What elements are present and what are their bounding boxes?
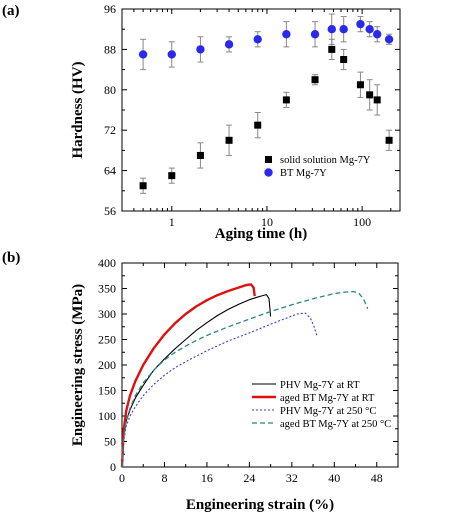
x-tick-label: 40 <box>328 471 340 485</box>
y-tick-label: 400 <box>98 256 116 270</box>
y-tick-label: 80 <box>104 83 116 97</box>
legend-marker-bt <box>264 168 273 177</box>
y-tick-label: 56 <box>104 204 116 218</box>
data-point-bt <box>253 35 262 44</box>
panel-b-legend: PHV Mg-7Y at RT aged BT Mg-7Y at RT PHV … <box>252 380 391 430</box>
x-tick-label: 24 <box>243 471 255 485</box>
data-point-bt <box>167 50 176 59</box>
panel-b-stress-strain-chart: (b) 0 8 16 24 32 40 48 0 50 100 150 200 250 300 350 400… <box>2 250 399 513</box>
data-point-bt <box>327 25 336 34</box>
data-point-solid-solution <box>168 172 176 180</box>
data-point-bt <box>196 45 205 54</box>
data-point-solid-solution <box>328 45 336 53</box>
y-tick-label: 100 <box>98 409 116 423</box>
data-point-solid-solution <box>366 91 374 99</box>
data-point-solid-solution <box>373 96 381 104</box>
data-point-bt <box>138 50 148 59</box>
data-point-solid-solution <box>254 121 262 129</box>
x-tick-label: 100 <box>353 215 371 229</box>
legend-label-bt: BT Mg-7Y <box>280 168 327 179</box>
y-tick-label: 0 <box>110 460 116 474</box>
panel-a-x-axis-title: Aging time (h) <box>215 226 308 242</box>
y-tick-label: 88 <box>104 42 116 56</box>
curve-phv-rt <box>121 294 272 468</box>
y-tick-label: 50 <box>104 435 116 449</box>
y-tick-label: 64 <box>104 164 116 178</box>
x-tick-label: 0 <box>119 471 125 485</box>
panel-a-y-axis-title: Hardness (HV) <box>70 61 86 158</box>
legend-marker-solid-solution <box>265 156 272 163</box>
data-point-bt <box>384 35 394 44</box>
x-tick-label: 10 <box>261 215 273 229</box>
legend-label-phv-rt: PHV Mg-7Y at RT <box>280 380 360 391</box>
data-point-solid-solution <box>282 96 290 104</box>
legend-label-phv-250: PHV Mg-7Y at 250 °C <box>280 406 376 417</box>
panel-b-label: (b) <box>2 250 20 266</box>
data-point-bt <box>356 19 365 29</box>
data-point-solid-solution <box>356 81 364 89</box>
curve-aged-bt-rt <box>120 283 256 468</box>
legend-label-aged-bt-250: aged BT Mg-7Y at 250 °C <box>280 419 391 430</box>
x-tick-label: 1 <box>169 215 175 229</box>
data-point-bt <box>282 30 291 39</box>
x-tick-label: 32 <box>286 471 298 485</box>
panel-a-axis-ticks: 1 10 100 56 64 72 80 88 96 <box>104 2 400 229</box>
data-point-solid-solution <box>196 151 204 159</box>
y-tick-label: 96 <box>104 2 116 16</box>
curve-aged-bt-250 <box>121 290 369 468</box>
panel-b-y-axis-title: Engineering stress (MPa) <box>70 284 86 446</box>
panel-a-legend: solid solution Mg-7Y BT Mg-7Y <box>264 155 371 179</box>
data-point-bt <box>224 40 234 49</box>
data-point-bt <box>372 30 382 39</box>
y-tick-label: 300 <box>98 307 116 321</box>
panel-b-curves <box>120 283 369 468</box>
y-tick-label: 350 <box>98 282 116 296</box>
y-tick-label: 72 <box>104 123 116 137</box>
x-tick-label: 16 <box>201 471 213 485</box>
panel-a-label: (a) <box>2 3 20 19</box>
curve-phv-250 <box>121 312 318 468</box>
panel-a-hardness-chart: (a) 1 10 100 56 64 72 80 88 96 Aging time (h) Ha… <box>2 2 401 242</box>
panel-a-error-bars <box>140 13 393 194</box>
data-point-bt <box>365 25 374 34</box>
data-point-bt <box>310 30 320 39</box>
legend-label-solid-solution: solid solution Mg-7Y <box>280 155 371 166</box>
x-tick-label: 8 <box>161 471 167 485</box>
y-tick-label: 250 <box>98 333 116 347</box>
panel-a-data-points <box>138 19 394 190</box>
data-point-solid-solution <box>225 136 233 144</box>
data-point-solid-solution <box>385 136 393 144</box>
data-point-solid-solution <box>139 182 147 190</box>
legend-label-aged-bt-rt: aged BT Mg-7Y at RT <box>280 393 375 404</box>
data-point-solid-solution <box>311 76 319 84</box>
x-tick-label: 48 <box>371 471 383 485</box>
y-tick-label: 150 <box>98 384 116 398</box>
y-tick-label: 200 <box>98 358 116 372</box>
data-point-solid-solution <box>340 56 348 63</box>
panel-b-x-axis-title: Engineering strain (%) <box>186 497 334 513</box>
data-point-bt <box>339 25 348 34</box>
panel-b-plot-frame <box>121 262 399 468</box>
panel-b-axis-ticks: 0 8 16 24 32 40 48 0 50 100 150 200 250 300 350 400 <box>98 256 398 485</box>
